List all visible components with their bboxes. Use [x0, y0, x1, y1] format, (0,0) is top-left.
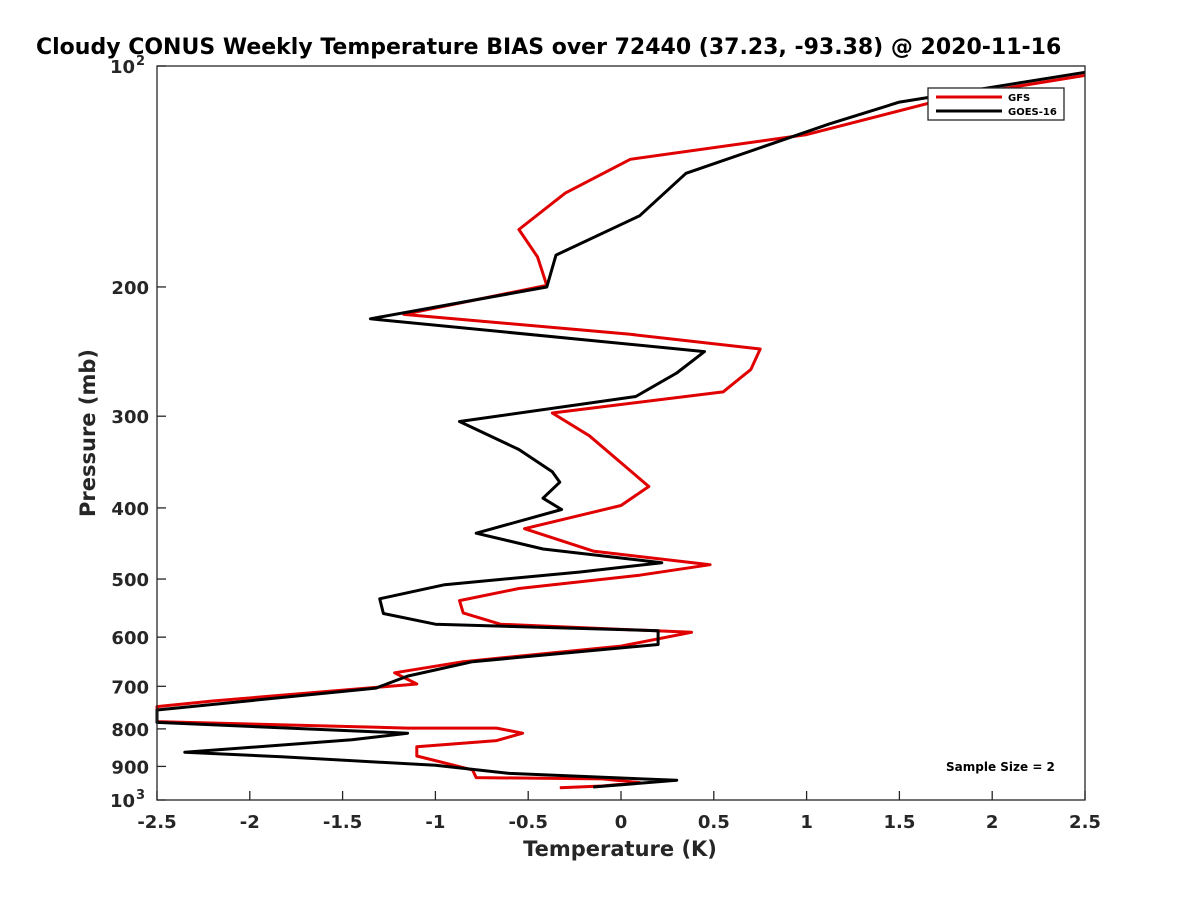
x-tick-label: 0.5 — [698, 812, 730, 833]
y-tick-label-base: 10 — [110, 791, 135, 812]
y-tick-label: 400 — [111, 499, 149, 520]
series-line-gfs — [155, 73, 1086, 790]
series-lines — [155, 70, 1086, 790]
y-tick-label: 500 — [111, 570, 149, 591]
y-tick-label-exponent: 3 — [136, 788, 145, 803]
legend: GFS GOES-16 — [927, 87, 1065, 121]
y-tick-label: 700 — [111, 677, 149, 698]
y-tick-label: 300 — [111, 407, 149, 428]
x-tick-labels: -2.5 -2 -1.5 -1 -0.5 0 0.5 1 1.5 2 2.5 — [137, 812, 1101, 833]
x-tick-label: -1.5 — [323, 812, 362, 833]
legend-entry-label: GOES-16 — [1008, 107, 1057, 118]
x-tick-label: 2 — [986, 812, 999, 833]
plot-frame — [156, 65, 1086, 801]
legend-entry-label: GFS — [1008, 93, 1030, 104]
y-tick-label: 200 — [111, 278, 149, 299]
x-tick-label: -1 — [425, 812, 445, 833]
x-tick-label: 1.5 — [883, 812, 915, 833]
x-tick-label: 2.5 — [1069, 812, 1101, 833]
y-tick-label: 600 — [111, 628, 149, 649]
x-axis-label: Temperature (K) — [523, 837, 717, 861]
x-tick-label: -0.5 — [509, 812, 548, 833]
y-tick-label: 800 — [111, 720, 149, 741]
y-tick-label: 900 — [111, 757, 149, 778]
sample-size-annotation: Sample Size = 2 — [946, 760, 1055, 774]
y-tick-label: 10 — [110, 57, 135, 78]
x-tick-label: 0 — [615, 812, 628, 833]
tick-marks — [156, 65, 1086, 801]
x-tick-label: 1 — [800, 812, 813, 833]
y-tick-label: 10 — [110, 791, 135, 812]
x-tick-label: -2 — [240, 812, 260, 833]
x-tick-label: -2.5 — [137, 812, 176, 833]
series-line-goes-16 — [155, 70, 1086, 789]
legend-box — [927, 87, 1065, 121]
chart-title: Cloudy CONUS Weekly Temperature BIAS ove… — [36, 35, 1061, 60]
y-axis-label: Pressure (mb) — [76, 349, 100, 517]
y-tick-label-exponent: 2 — [136, 54, 145, 69]
y-tick-label-base: 10 — [110, 57, 135, 78]
